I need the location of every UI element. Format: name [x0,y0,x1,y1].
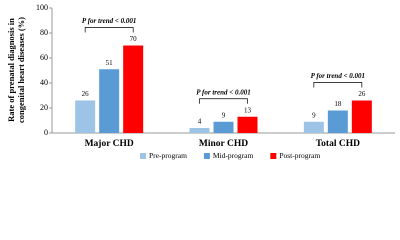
value-label: 26 [82,90,90,98]
chart: Rate of prenatal diagnosis in congenital… [6,3,395,160]
bar [99,69,120,133]
legend-swatch [270,153,277,159]
bar [75,100,96,133]
legend-label: Post-program [279,151,320,160]
annotation: P for trend < 0.001 [196,88,250,96]
legend-label: Mid-program [213,151,254,160]
legend-label: Pre-program [149,151,187,160]
annotation: P for trend < 0.001 [311,72,365,80]
x-tick-label: Minor CHD [199,139,248,149]
y-tick-label: 100 [36,3,48,12]
value-label: 4 [198,118,202,126]
y-tick-label: 60 [40,53,48,62]
annotation: P for trend < 0.001 [82,17,136,25]
value-label: 51 [106,59,114,67]
value-label: 70 [130,35,138,43]
bracket [313,82,363,88]
y-tick-label: 80 [40,28,48,37]
bar [189,128,210,133]
bar [213,121,234,133]
bracket [199,98,248,104]
bar [351,100,372,133]
x-tick-label: Major CHD [85,139,134,149]
y-tick-label: 40 [40,78,48,87]
y-axis-label: congenital heart diseases (%) [16,17,26,123]
value-label: 9 [312,111,316,119]
bracket [84,27,134,33]
value-label: 18 [334,100,342,108]
bar [237,116,258,133]
value-label: 13 [244,106,252,114]
legend-swatch [140,153,146,159]
legend-swatch [203,153,210,159]
y-tick-label: 0 [44,128,48,137]
x-tick-label: Total CHD [316,139,360,149]
y-axis-label: Rate of prenatal diagnosis in [6,18,16,122]
bar [123,45,144,133]
y-tick-label: 20 [40,103,48,112]
value-label: 26 [358,90,366,98]
value-label: 9 [222,111,226,119]
bar [303,121,324,133]
bar [327,110,348,133]
